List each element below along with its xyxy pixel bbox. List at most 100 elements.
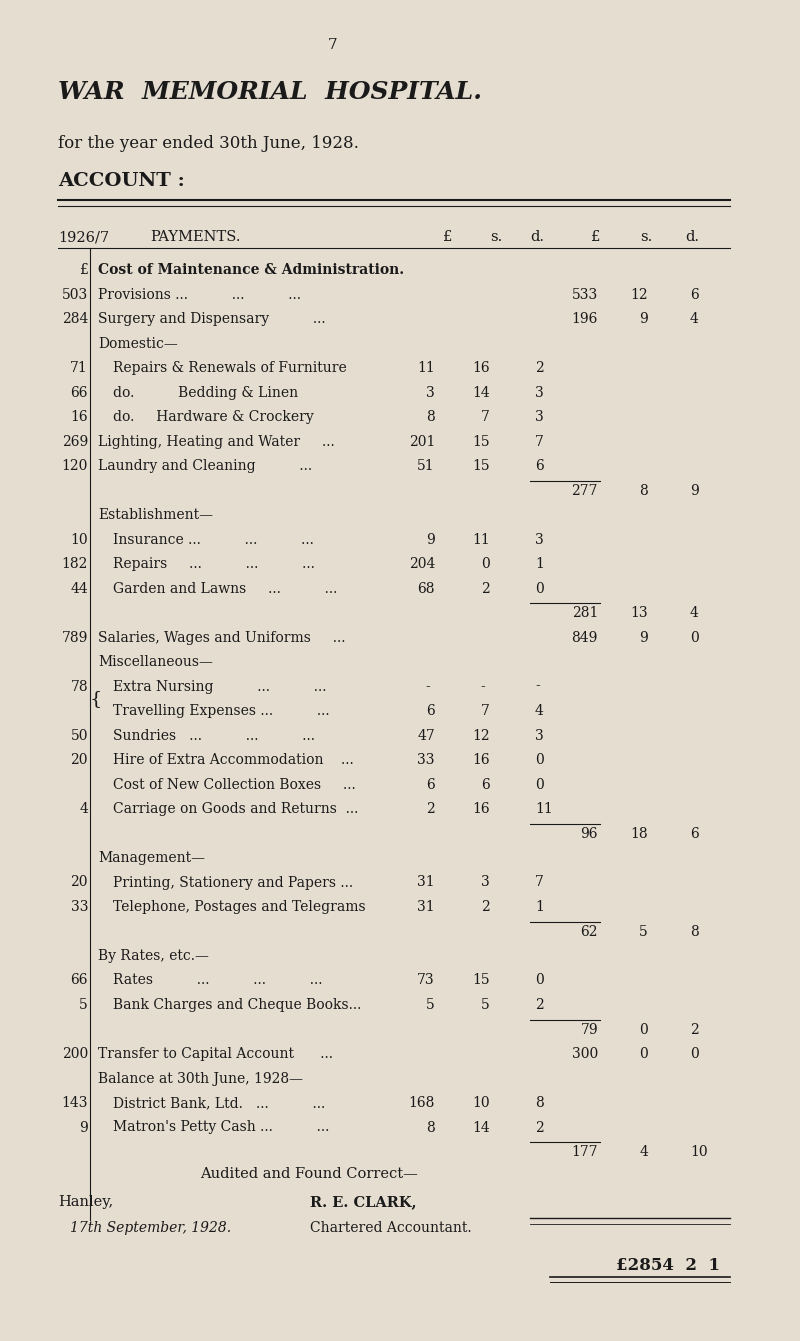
Text: {: { [90,691,102,708]
Text: 96: 96 [581,826,598,841]
Text: By Rates, etc.—: By Rates, etc.— [98,949,209,963]
Text: 9: 9 [639,312,648,326]
Text: ACCOUNT :: ACCOUNT : [58,172,185,190]
Text: 8: 8 [690,924,698,939]
Text: £: £ [590,231,600,244]
Text: 71: 71 [70,361,88,375]
Text: Extra Nursing          ...          ...: Extra Nursing ... ... [113,680,326,693]
Text: 0: 0 [639,1047,648,1061]
Text: 177: 177 [571,1145,598,1159]
Text: 533: 533 [572,287,598,302]
Text: 7: 7 [535,434,544,448]
Text: do.     Hardware & Crockery: do. Hardware & Crockery [113,410,314,424]
Text: 120: 120 [62,459,88,473]
Text: 281: 281 [572,606,598,620]
Text: 6: 6 [535,459,544,473]
Text: 6: 6 [690,826,698,841]
Text: Garden and Lawns     ...          ...: Garden and Lawns ... ... [113,582,338,595]
Text: 13: 13 [630,606,648,620]
Text: 6: 6 [426,778,435,791]
Text: 14: 14 [472,385,490,400]
Text: 1: 1 [535,900,544,915]
Text: 12: 12 [472,728,490,743]
Text: 2: 2 [535,1121,544,1134]
Text: 10: 10 [472,1096,490,1110]
Text: 0: 0 [535,754,544,767]
Text: 8: 8 [639,484,648,498]
Text: 0: 0 [535,582,544,595]
Text: 503: 503 [62,287,88,302]
Text: 7: 7 [481,704,490,717]
Text: 79: 79 [580,1022,598,1037]
Text: 5: 5 [639,924,648,939]
Text: 269: 269 [62,434,88,448]
Text: 277: 277 [571,484,598,498]
Text: Cost of Maintenance & Administration.: Cost of Maintenance & Administration. [98,263,404,278]
Text: 143: 143 [62,1096,88,1110]
Text: 9: 9 [639,630,648,645]
Text: 15: 15 [472,459,490,473]
Text: Sundries   ...          ...          ...: Sundries ... ... ... [113,728,315,743]
Text: 284: 284 [62,312,88,326]
Text: £: £ [79,263,88,278]
Text: 4: 4 [639,1145,648,1159]
Text: £2854  2  1: £2854 2 1 [616,1257,720,1274]
Text: 17th September, 1928.: 17th September, 1928. [70,1222,231,1235]
Text: 6: 6 [426,704,435,717]
Text: Management—: Management— [98,852,205,865]
Text: Establishment—: Establishment— [98,508,213,522]
Text: s.: s. [640,231,652,244]
Text: 3: 3 [535,532,544,547]
Text: 4: 4 [690,312,699,326]
Text: 5: 5 [426,998,435,1012]
Text: 2: 2 [535,998,544,1012]
Text: 2: 2 [535,361,544,375]
Text: 3: 3 [482,876,490,889]
Text: 2: 2 [426,802,435,817]
Text: Telephone, Postages and Telegrams: Telephone, Postages and Telegrams [113,900,366,915]
Text: Repairs     ...          ...          ...: Repairs ... ... ... [113,557,315,571]
Text: Transfer to Capital Account      ...: Transfer to Capital Account ... [98,1047,333,1061]
Text: 196: 196 [572,312,598,326]
Text: 6: 6 [690,287,698,302]
Text: 18: 18 [630,826,648,841]
Text: 3: 3 [535,728,544,743]
Text: 204: 204 [409,557,435,571]
Text: -: - [481,680,490,693]
Text: d.: d. [685,231,699,244]
Text: 0: 0 [535,778,544,791]
Text: Provisions ...          ...          ...: Provisions ... ... ... [98,287,301,302]
Text: 5: 5 [482,998,490,1012]
Text: 16: 16 [70,410,88,424]
Text: 11: 11 [535,802,553,817]
Text: Salaries, Wages and Uniforms     ...: Salaries, Wages and Uniforms ... [98,630,346,645]
Text: 8: 8 [426,1121,435,1134]
Text: Travelling Expenses ...          ...: Travelling Expenses ... ... [113,704,330,717]
Text: 68: 68 [418,582,435,595]
Text: 14: 14 [472,1121,490,1134]
Text: 8: 8 [535,1096,544,1110]
Text: Balance at 30th June, 1928—: Balance at 30th June, 1928— [98,1071,303,1085]
Text: 200: 200 [62,1047,88,1061]
Text: 849: 849 [572,630,598,645]
Text: 7: 7 [481,410,490,424]
Text: Repairs & Renewals of Furniture: Repairs & Renewals of Furniture [113,361,346,375]
Text: 16: 16 [472,754,490,767]
Text: 31: 31 [418,876,435,889]
Text: Audited and Found Correct—: Audited and Found Correct— [200,1167,418,1181]
Text: 9: 9 [79,1121,88,1134]
Text: 0: 0 [482,557,490,571]
Text: Surgery and Dispensary          ...: Surgery and Dispensary ... [98,312,326,326]
Text: 10: 10 [690,1145,708,1159]
Text: 2: 2 [690,1022,698,1037]
Text: 789: 789 [62,630,88,645]
Text: 300: 300 [572,1047,598,1061]
Text: 73: 73 [418,974,435,987]
Text: 20: 20 [70,876,88,889]
Text: 33: 33 [70,900,88,915]
Text: do.          Bedding & Linen: do. Bedding & Linen [113,385,298,400]
Text: 168: 168 [409,1096,435,1110]
Text: 44: 44 [70,582,88,595]
Text: District Bank, Ltd.   ...          ...: District Bank, Ltd. ... ... [113,1096,326,1110]
Text: Lighting, Heating and Water     ...: Lighting, Heating and Water ... [98,434,334,448]
